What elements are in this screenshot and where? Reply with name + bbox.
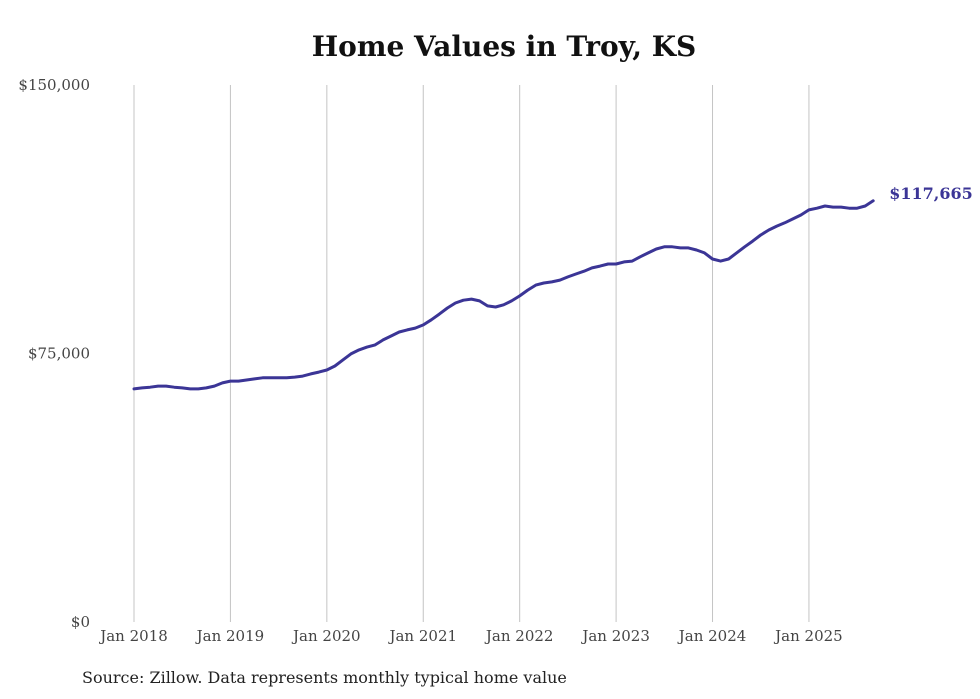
- x-tick-label: Jan 2019: [195, 627, 265, 645]
- chart-title: Home Values in Troy, KS: [311, 30, 697, 63]
- x-tick-label: Jan 2018: [98, 627, 168, 645]
- x-tick-label: Jan 2021: [387, 627, 457, 645]
- y-axis: $0 $75,000 $150,000: [18, 76, 90, 631]
- source-note: Source: Zillow. Data represents monthly …: [82, 668, 567, 687]
- gridlines: [133, 85, 810, 622]
- x-tick-label: Jan 2020: [291, 627, 361, 645]
- y-tick-label: $75,000: [28, 345, 90, 363]
- y-tick-label: $0: [71, 613, 90, 631]
- x-tick-label: Jan 2025: [773, 627, 843, 645]
- x-tick-label: Jan 2024: [677, 627, 747, 645]
- end-value-label: $117,665: [889, 184, 973, 203]
- series: $117,665: [132, 184, 973, 391]
- y-tick-label: $150,000: [18, 76, 90, 94]
- x-tick-label: Jan 2022: [484, 627, 554, 645]
- x-tick-label: Jan 2023: [580, 627, 650, 645]
- series-line: [132, 199, 875, 391]
- x-axis: Jan 2018 Jan 2019 Jan 2020 Jan 2021 Jan 2022…: [98, 627, 843, 645]
